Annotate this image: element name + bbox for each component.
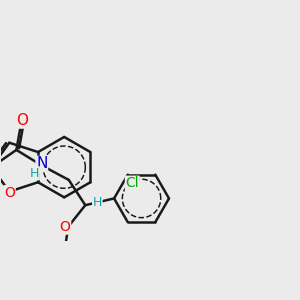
- Text: O: O: [60, 220, 70, 234]
- Text: O: O: [16, 113, 28, 128]
- Text: O: O: [4, 186, 15, 200]
- Text: N: N: [36, 157, 47, 172]
- Text: H: H: [30, 167, 39, 180]
- Text: H: H: [93, 196, 102, 209]
- Text: Cl: Cl: [125, 176, 139, 190]
